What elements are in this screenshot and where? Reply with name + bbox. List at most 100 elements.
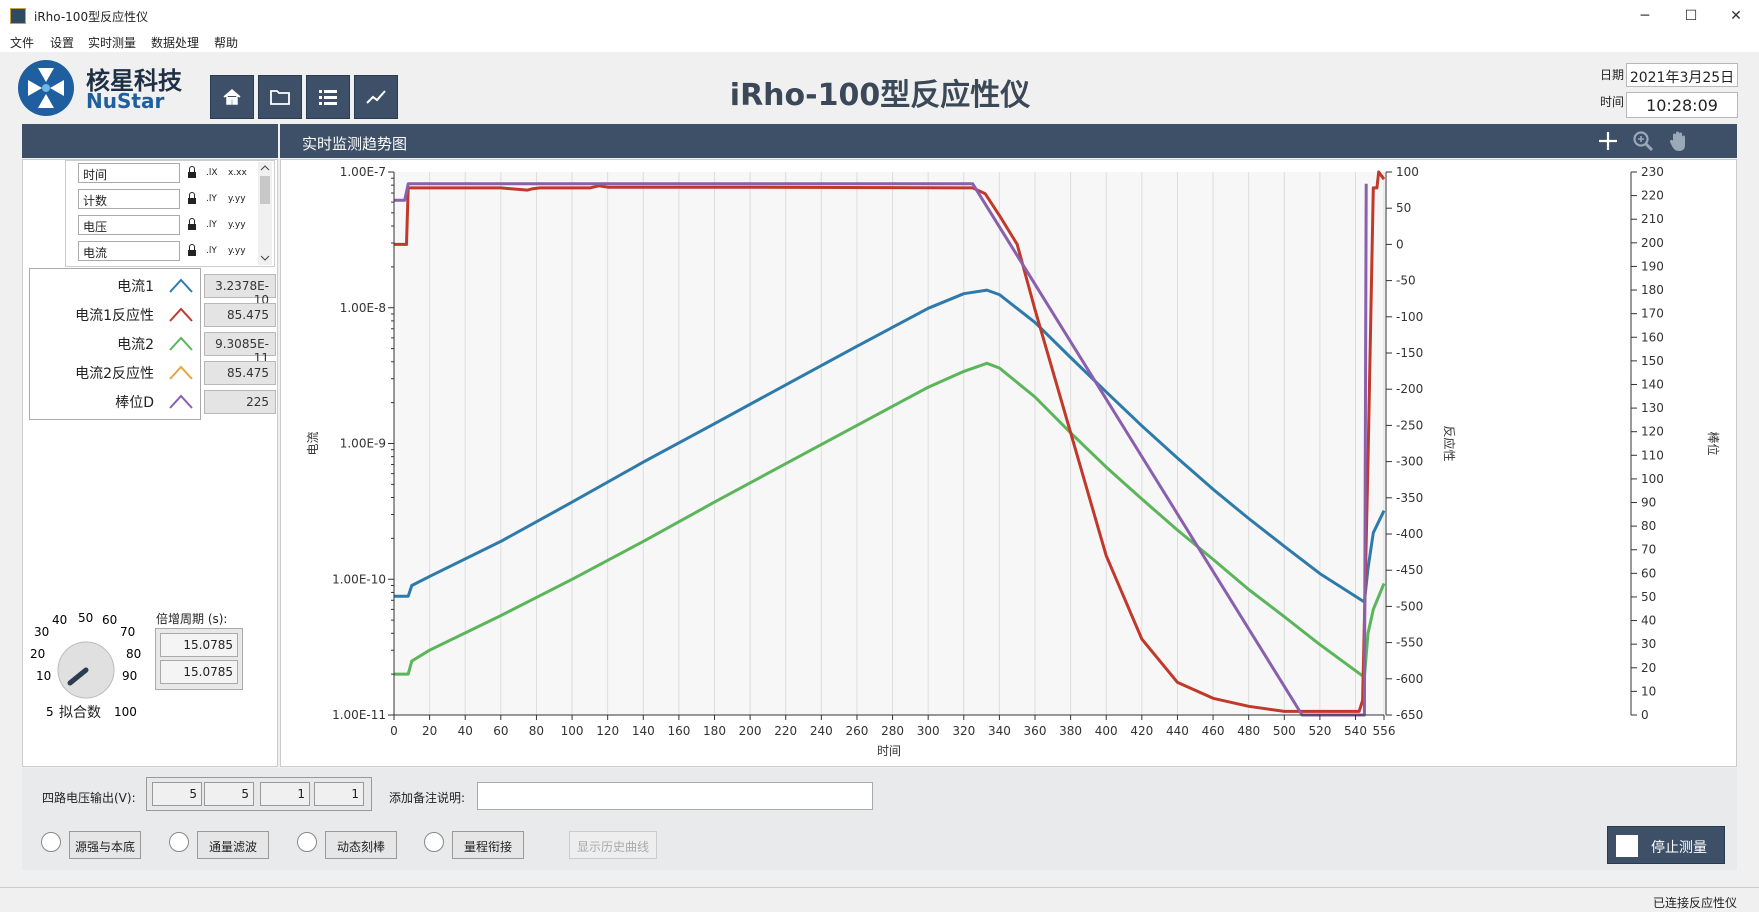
x-tick-label: 420	[1130, 724, 1153, 738]
knob-tick-label: 90	[122, 669, 137, 683]
channel-item-count[interactable]: 计数	[78, 189, 180, 209]
crosshair-tool[interactable]	[1597, 130, 1619, 152]
x-tick-label: 20	[422, 724, 437, 738]
y2-tick-label: -500	[1396, 599, 1423, 613]
trend-button[interactable]	[354, 75, 398, 119]
zoom-tool[interactable]	[1632, 130, 1654, 152]
legend-value: 85.475	[204, 361, 276, 385]
y2-tick-label: -650	[1396, 708, 1423, 722]
series-line-2	[394, 170, 1386, 713]
date-field: 2021年3月25日	[1626, 63, 1738, 87]
y3-tick-label: 40	[1641, 614, 1656, 628]
home-button[interactable]	[210, 75, 254, 119]
x-tick-label: 60	[493, 724, 508, 738]
legend-label: 电流1	[117, 279, 154, 295]
channel-list-scrollbar[interactable]	[258, 162, 272, 265]
y-tick-label: 1.00E-8	[340, 301, 386, 315]
y3-tick-label: 110	[1641, 448, 1664, 462]
x-tick-label: 556	[1373, 724, 1396, 738]
y3-tick-label: 180	[1641, 283, 1664, 297]
svg-text:y.yy: y.yy	[228, 194, 246, 204]
menu-help[interactable]: 帮助	[214, 36, 239, 50]
x-tick-label: 400	[1095, 724, 1118, 738]
y3-tick-label: 140	[1641, 377, 1664, 391]
legend-swatch	[169, 336, 193, 351]
status-text: 已连接反应性仪	[1653, 896, 1738, 910]
channel-item-voltage[interactable]: 电压	[78, 215, 180, 235]
list-button[interactable]	[306, 75, 350, 119]
svg-text:.lY: .lY	[206, 246, 217, 256]
close-button[interactable]: ✕	[1730, 8, 1742, 24]
y2-tick-label: -450	[1396, 563, 1423, 577]
x-tick-label: 200	[739, 724, 762, 738]
legend-swatch	[169, 278, 193, 293]
x-tick-label: 520	[1308, 724, 1331, 738]
y3-tick-label: 0	[1641, 708, 1649, 722]
y3-tick-label: 120	[1641, 425, 1664, 439]
voltage-2[interactable]: 5	[204, 782, 254, 806]
maximize-button[interactable]: ☐	[1684, 8, 1698, 24]
source-background-toggle[interactable]	[41, 832, 61, 852]
channel-item-time[interactable]: 时间	[78, 163, 180, 183]
note-input[interactable]	[477, 782, 873, 810]
menu-file[interactable]: 文件	[10, 36, 35, 50]
pan-tool[interactable]	[1668, 129, 1690, 153]
series-line-0	[394, 288, 1386, 604]
voltage-4[interactable]: 1	[314, 782, 364, 806]
knob-pointer	[67, 667, 89, 686]
date-label: 日期	[1600, 68, 1625, 82]
y2-tick-label: -150	[1396, 346, 1423, 360]
range-link-toggle[interactable]	[424, 832, 444, 852]
stop-measure-button[interactable]: 停止测量	[1607, 826, 1725, 864]
trend-chart[interactable]: 0 20 40 60 80 100 120 140 160 180 200 220 240 260 280 3…	[281, 160, 1736, 766]
dynamic-rod-button[interactable]: 动态刻棒	[325, 831, 397, 859]
page-title: iRho-100型反应性仪	[729, 78, 1031, 113]
y3-tick-label: 130	[1641, 401, 1664, 415]
lock-icon	[188, 166, 196, 178]
voltage-3[interactable]: 1	[260, 782, 310, 806]
range-link-button[interactable]: 量程衔接	[452, 831, 524, 859]
open-folder-button[interactable]	[258, 75, 302, 119]
flux-filter-toggle[interactable]	[169, 832, 189, 852]
menu-realtime[interactable]: 实时测量	[88, 36, 137, 50]
menu-data[interactable]: 数据处理	[151, 36, 200, 50]
minimize-button[interactable]: ─	[1640, 8, 1650, 24]
scroll-up-icon[interactable]	[260, 164, 270, 172]
zoom-icon	[1633, 131, 1654, 152]
time-label: 时间	[1600, 95, 1625, 109]
y2-tick-label: 50	[1396, 201, 1411, 215]
y2-tick-label: -250	[1396, 418, 1423, 432]
chart-title: 实时监测趋势图	[302, 135, 408, 153]
y3-tick-label: 90	[1641, 496, 1656, 510]
x-tick-label: 240	[810, 724, 833, 738]
svg-text:.lY: .lY	[206, 220, 217, 230]
source-background-button[interactable]: 源强与本底	[69, 831, 141, 859]
y-tick-label: 1.00E-7	[340, 165, 386, 179]
voltage-1[interactable]: 5	[152, 782, 202, 806]
y3-axis-title: 棒位	[1706, 431, 1721, 455]
x-tick-label: 380	[1059, 724, 1082, 738]
voltage-label: 四路电压输出(V):	[42, 791, 136, 805]
flux-filter-button[interactable]: 通量滤波	[197, 831, 269, 859]
home-icon	[223, 89, 241, 105]
x-tick-label: 80	[529, 724, 544, 738]
channel-row-icons[interactable]: .lX x.xx .lY y.yy .lY y.yy .lY y.yy	[186, 163, 254, 263]
x-tick-label: 500	[1273, 724, 1296, 738]
y2-tick-label: -50	[1396, 274, 1416, 288]
legend-label: 电流2反应性	[75, 366, 154, 382]
menu-settings[interactable]: 设置	[50, 36, 75, 50]
y3-tick-label: 210	[1641, 212, 1664, 226]
menu-bar: 文件 设置 实时测量 数据处理 帮助	[0, 32, 1759, 52]
scrollbar-thumb[interactable]	[260, 176, 270, 204]
dynamic-rod-toggle[interactable]	[297, 832, 317, 852]
knob-tick-label: 40	[52, 613, 67, 627]
scroll-down-icon[interactable]	[260, 254, 270, 262]
channel-item-current[interactable]: 电流	[78, 241, 180, 261]
trend-icon	[366, 90, 386, 104]
show-history-button[interactable]: 显示历史曲线	[569, 831, 657, 859]
x-tick-label: 360	[1024, 724, 1047, 738]
period-value-2: 15.0785	[160, 660, 238, 684]
knob-tick-label: 30	[34, 625, 49, 639]
app-icon	[10, 8, 26, 24]
